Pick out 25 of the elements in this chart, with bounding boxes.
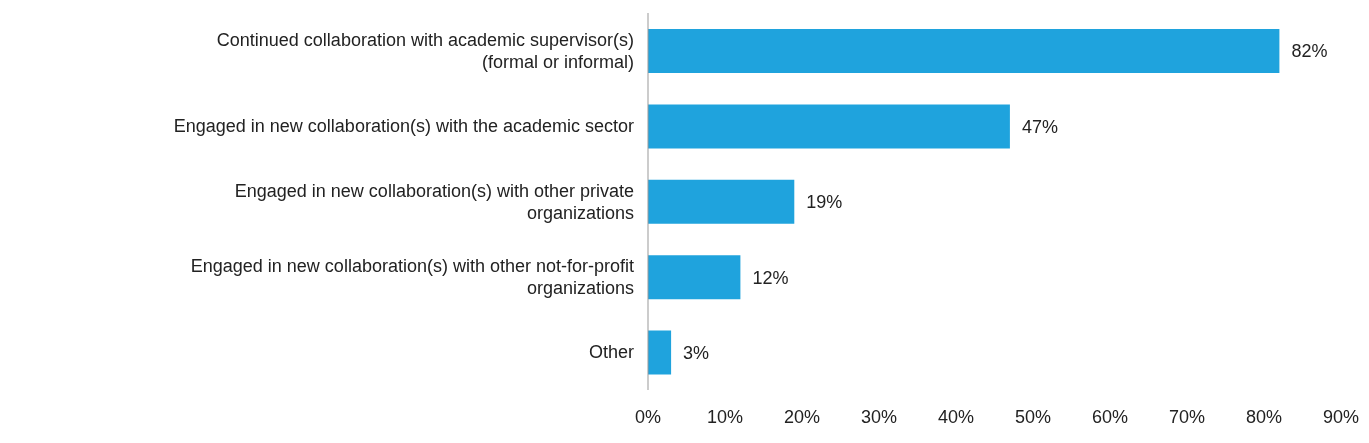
- data-label: 19%: [806, 192, 843, 213]
- bar: [648, 330, 672, 375]
- bar: [648, 104, 1010, 149]
- x-tick-label: 10%: [706, 406, 744, 427]
- data-label: 3%: [683, 342, 710, 363]
- data-label: 47%: [1021, 116, 1058, 137]
- y-tick-label: Continued collaboration with academic supervisor(s) (formal or informal): [216, 29, 634, 72]
- x-tick-label: 40%: [937, 406, 975, 427]
- x-tick-label: 20%: [783, 406, 821, 427]
- bar: [648, 179, 795, 224]
- x-tick-label: 0%: [634, 406, 662, 427]
- y-tick-label: Engaged in new collaboration(s) with other not-for-profit organizations: [190, 255, 634, 298]
- bar: [648, 255, 741, 300]
- x-tick-label: 90%: [1322, 406, 1360, 427]
- x-tick-label: 70%: [1168, 406, 1206, 427]
- x-tick-label: 50%: [1014, 406, 1052, 427]
- y-tick-label: Other: [588, 342, 634, 363]
- data-label: 82%: [1291, 41, 1328, 62]
- x-tick-label: 80%: [1245, 406, 1283, 427]
- x-tick-label: 30%: [860, 406, 898, 427]
- y-tick-label: Engaged in new collaboration(s) with the academic sector: [173, 116, 634, 137]
- x-tick-label: 60%: [1091, 406, 1129, 427]
- data-label: 12%: [752, 267, 789, 288]
- bar: [648, 29, 1280, 73]
- y-tick-label: Engaged in new collaboration(s) with other private organizations: [234, 180, 634, 223]
